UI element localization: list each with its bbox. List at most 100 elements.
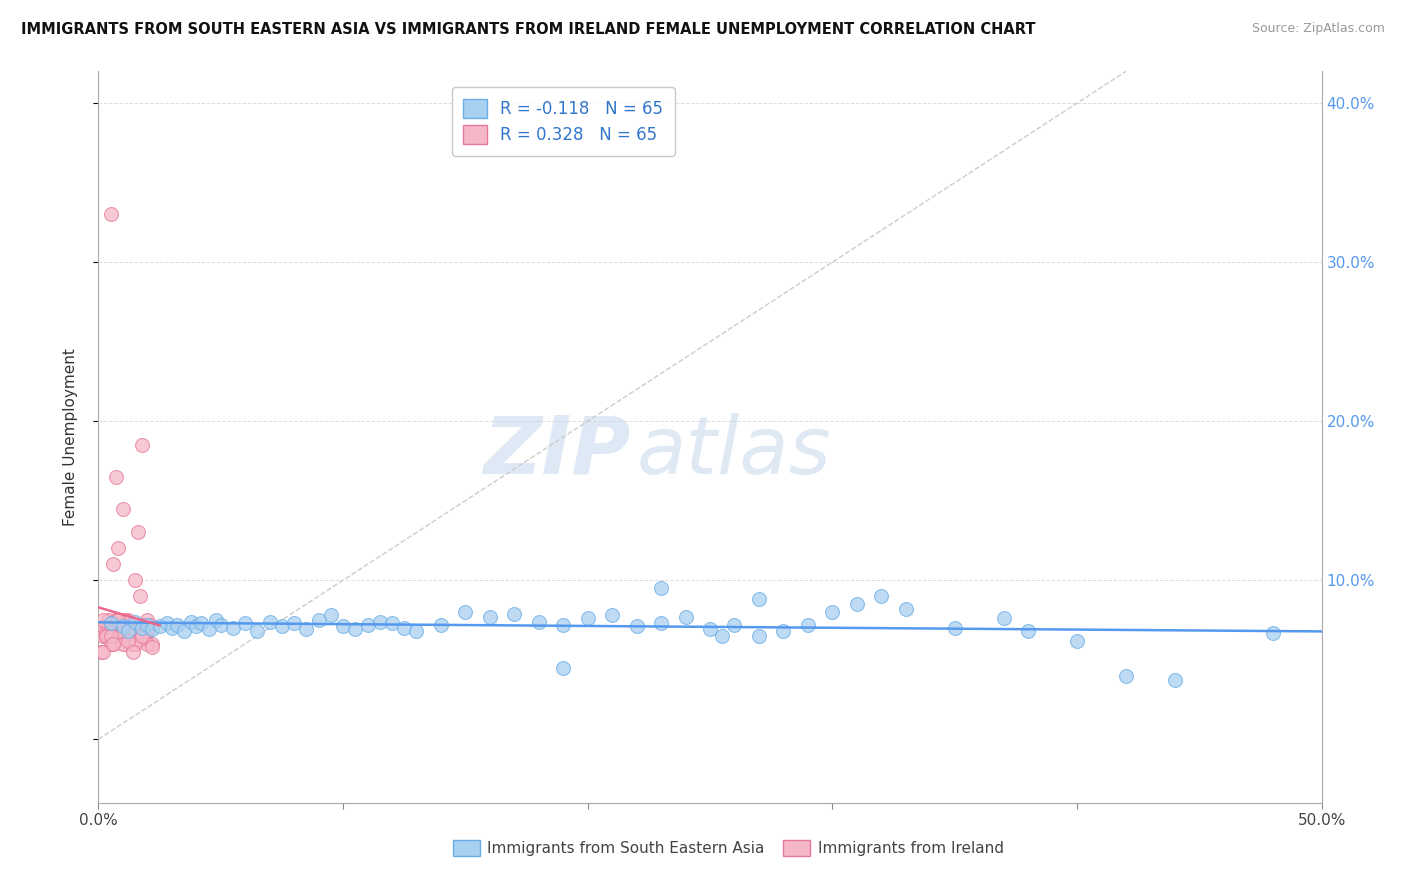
Point xyxy=(94,624,117,638)
Point xyxy=(308,613,330,627)
Point xyxy=(101,558,124,572)
Point xyxy=(180,615,202,629)
Point xyxy=(392,621,416,635)
Point xyxy=(246,624,269,638)
Point xyxy=(134,629,156,643)
Point xyxy=(344,623,367,637)
Point xyxy=(124,573,146,587)
Point xyxy=(129,632,152,646)
Point xyxy=(127,624,149,638)
Point xyxy=(141,623,163,637)
Point xyxy=(100,616,122,631)
Point xyxy=(222,621,245,635)
Point xyxy=(100,621,122,635)
Point xyxy=(173,624,195,638)
Point xyxy=(127,525,149,540)
Point xyxy=(711,629,734,643)
Point xyxy=(1066,633,1088,648)
Point xyxy=(97,629,120,643)
Point xyxy=(156,616,179,631)
Point xyxy=(136,637,159,651)
Point xyxy=(1115,668,1137,682)
Point xyxy=(136,624,159,638)
Point xyxy=(527,615,550,629)
Point xyxy=(295,623,318,637)
Point xyxy=(259,615,281,629)
Point xyxy=(576,611,599,625)
Point xyxy=(160,621,183,635)
Point xyxy=(121,637,143,651)
FancyBboxPatch shape xyxy=(453,840,479,856)
Point xyxy=(100,207,122,221)
Point xyxy=(748,629,770,643)
Point xyxy=(111,619,134,633)
Point xyxy=(319,608,342,623)
Point xyxy=(797,617,820,632)
Point xyxy=(356,617,378,632)
Point xyxy=(675,609,697,624)
Text: Immigrants from Ireland: Immigrants from Ireland xyxy=(818,840,1004,855)
Point xyxy=(124,637,146,651)
Point xyxy=(107,541,129,556)
Point xyxy=(149,619,172,633)
Text: Source: ZipAtlas.com: Source: ZipAtlas.com xyxy=(1251,22,1385,36)
Point xyxy=(117,613,139,627)
Point xyxy=(772,624,794,638)
Point xyxy=(100,629,122,643)
Point xyxy=(107,629,129,643)
Point xyxy=(111,624,134,638)
Point xyxy=(1261,625,1284,640)
Point xyxy=(120,629,142,643)
Point xyxy=(894,602,917,616)
Point xyxy=(870,589,893,603)
Point xyxy=(845,597,868,611)
Point xyxy=(91,629,114,643)
Point xyxy=(381,616,404,631)
Point xyxy=(283,616,305,631)
Point xyxy=(209,617,232,632)
Point xyxy=(117,629,139,643)
Point xyxy=(233,616,256,631)
Point xyxy=(699,623,721,637)
Point xyxy=(124,637,146,651)
Point xyxy=(90,621,112,635)
Point xyxy=(104,613,127,627)
Point xyxy=(943,621,966,635)
Point xyxy=(134,624,156,638)
Point xyxy=(131,617,153,632)
Point xyxy=(553,617,575,632)
Point xyxy=(111,501,134,516)
Point xyxy=(97,613,120,627)
Y-axis label: Female Unemployment: Female Unemployment xyxy=(63,348,77,526)
Point xyxy=(139,617,162,632)
Point xyxy=(166,617,188,632)
Point xyxy=(1017,624,1039,638)
Point xyxy=(120,629,142,643)
Point xyxy=(270,619,294,633)
Text: ZIP: ZIP xyxy=(484,413,630,491)
Point xyxy=(205,613,228,627)
Point xyxy=(111,637,134,651)
Point xyxy=(430,617,453,632)
Point xyxy=(136,613,159,627)
Point xyxy=(110,624,132,638)
Point xyxy=(120,632,142,646)
Point xyxy=(650,616,672,631)
Point xyxy=(405,624,427,638)
Point xyxy=(94,629,117,643)
Point xyxy=(332,619,354,633)
Point xyxy=(821,605,844,619)
Point xyxy=(104,613,127,627)
Point xyxy=(141,640,163,654)
Text: IMMIGRANTS FROM SOUTH EASTERN ASIA VS IMMIGRANTS FROM IRELAND FEMALE UNEMPLOYMEN: IMMIGRANTS FROM SOUTH EASTERN ASIA VS IM… xyxy=(21,22,1036,37)
Point xyxy=(131,438,153,452)
Point xyxy=(129,624,152,638)
Point xyxy=(101,637,124,651)
Point xyxy=(104,470,127,484)
Point xyxy=(553,660,575,674)
Point xyxy=(626,619,648,633)
Point xyxy=(190,616,212,631)
Point xyxy=(478,609,501,624)
Point xyxy=(114,637,136,651)
Point xyxy=(121,645,143,659)
